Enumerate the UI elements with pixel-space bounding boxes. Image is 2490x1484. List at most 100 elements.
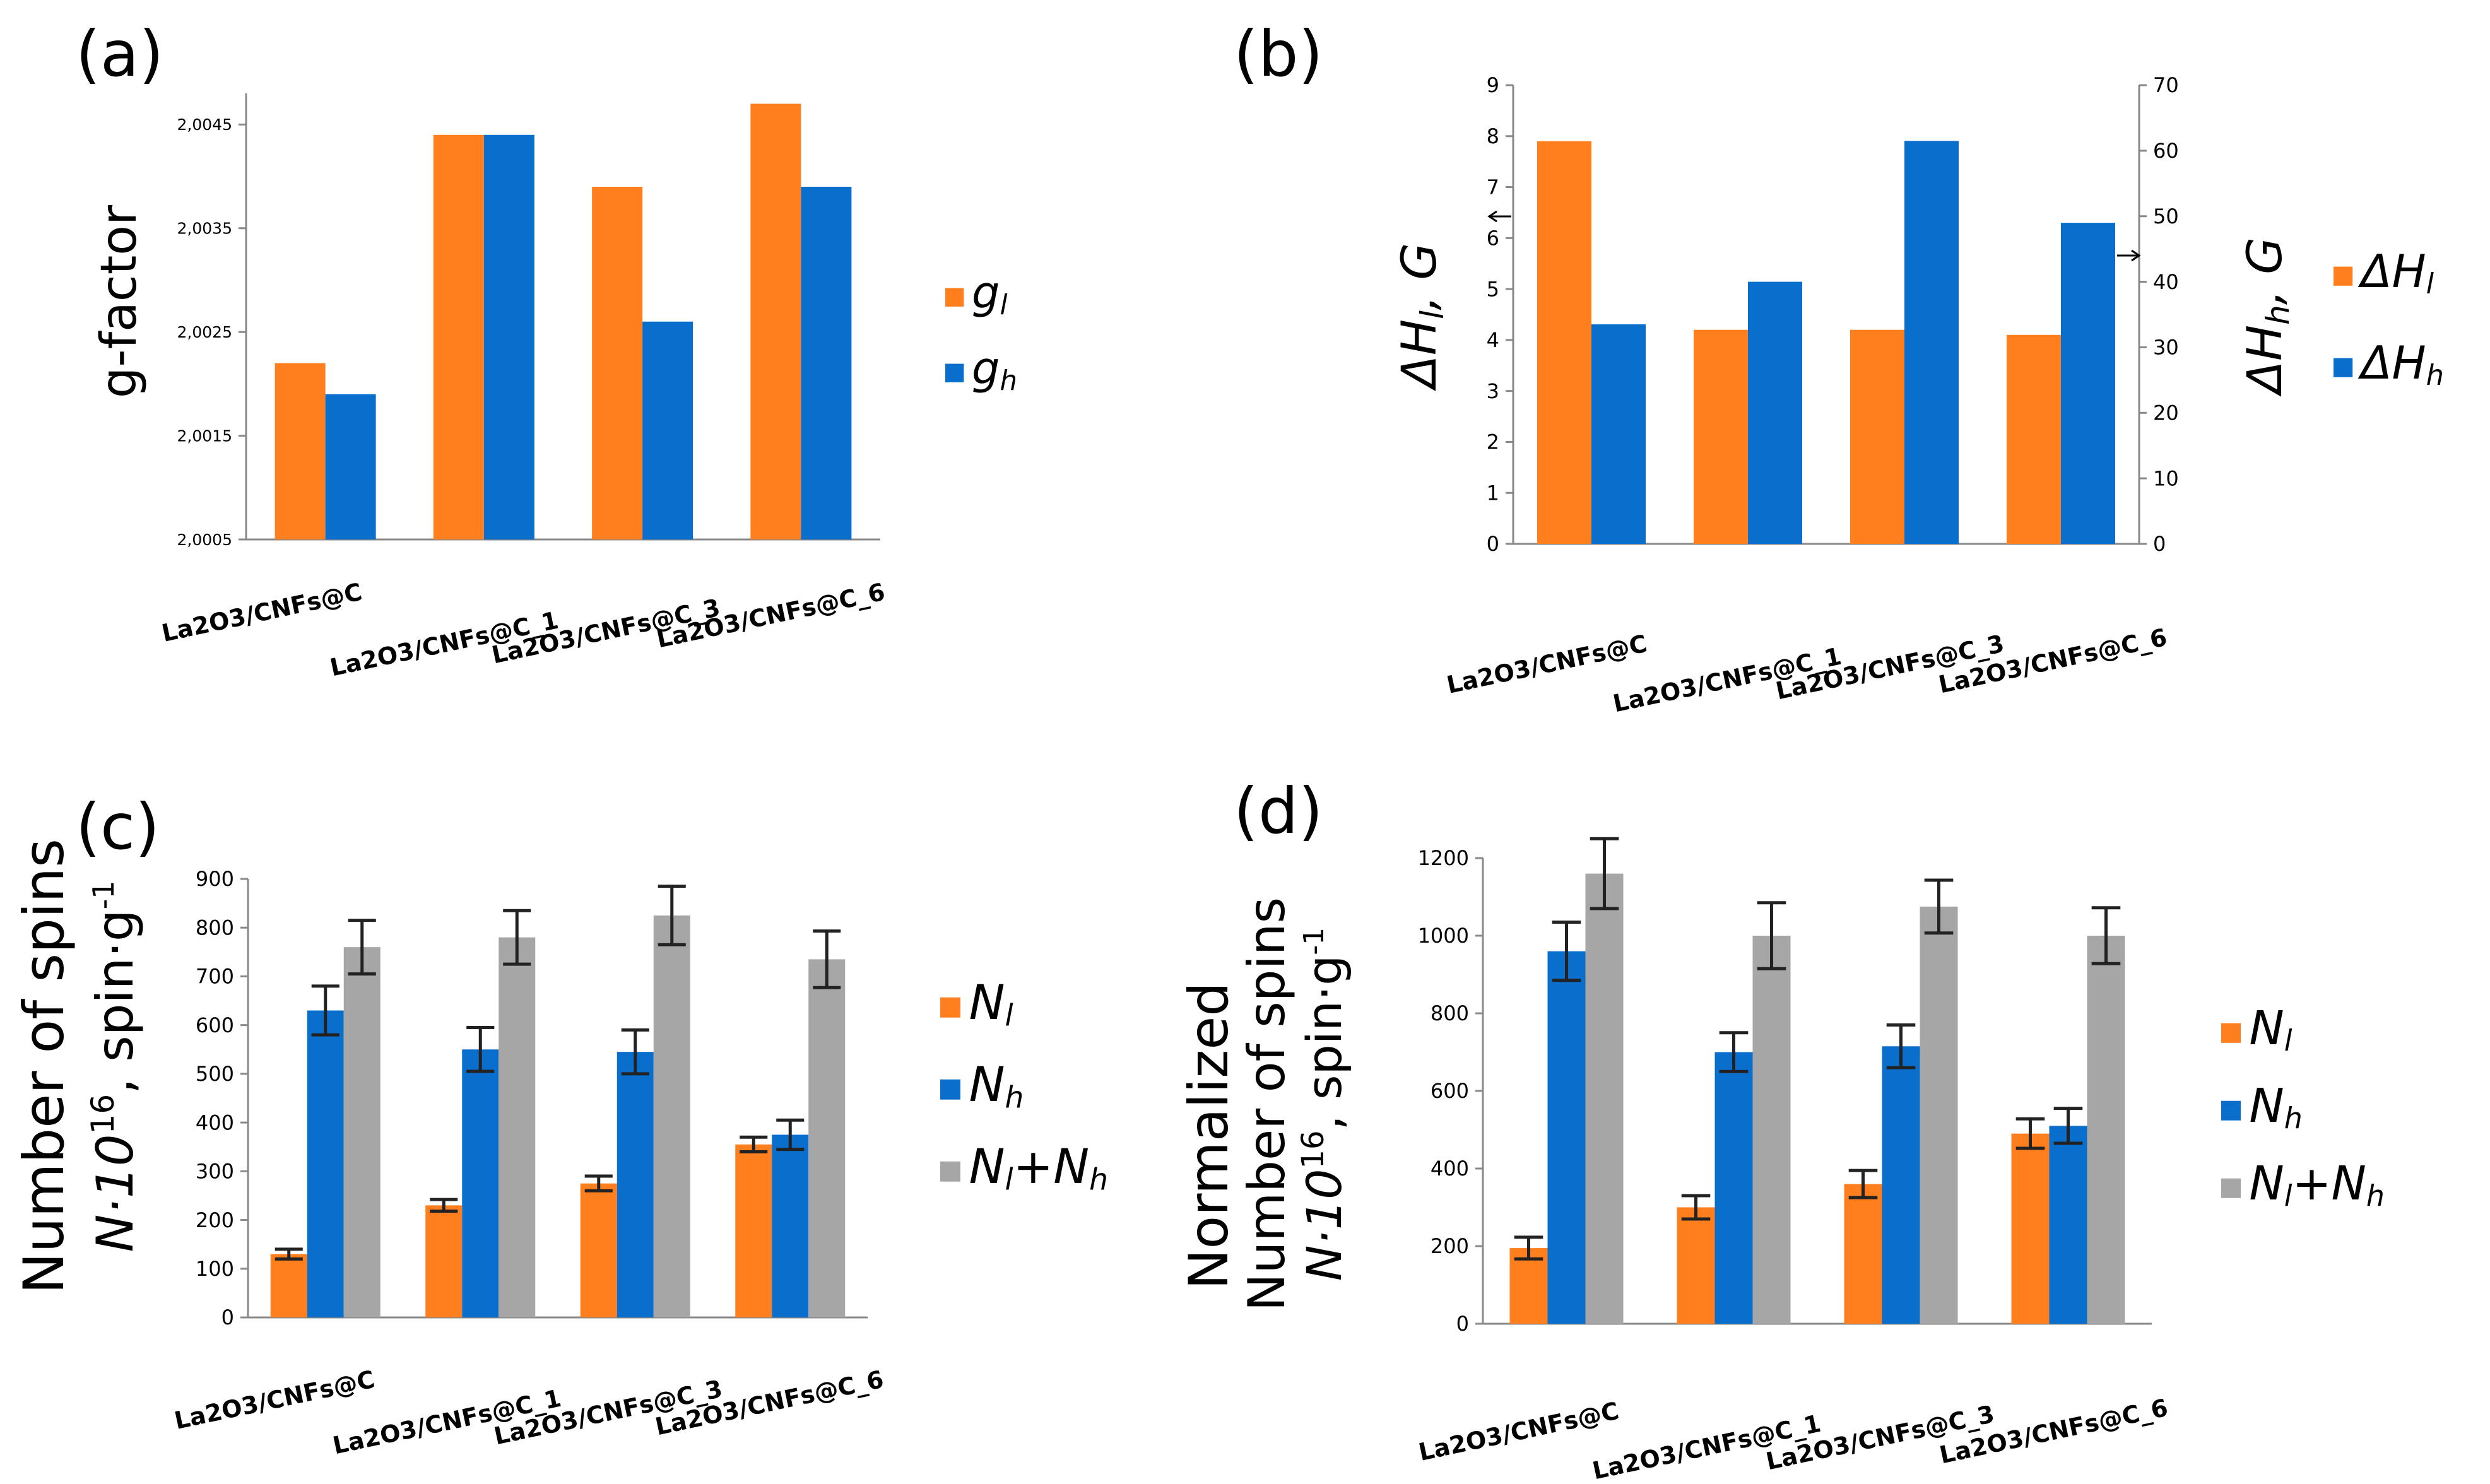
bar-Nh-0: [1547, 951, 1586, 1324]
bar-Nh-2: [1882, 1046, 1920, 1324]
panel-label-c: (c): [76, 790, 160, 864]
bar-ΔHl-0: [1537, 141, 1591, 544]
panel-label-a: (a): [76, 17, 163, 91]
bar-Nh-0: [307, 1010, 344, 1317]
y-tick-label: 5: [1487, 277, 1499, 301]
arrow-left-axis-head-icon: [1487, 210, 1497, 223]
y-tick-label: 6: [1487, 227, 1499, 250]
legend-item-1-swatch: [945, 363, 964, 382]
bar-Nl+Nh-2: [1920, 906, 1958, 1324]
y-tick-label: 600: [196, 1013, 234, 1037]
legend-item-2-label: Nl+Nh: [969, 1138, 1108, 1198]
y-axis-title-c-line2: N·1016, spin·g-1: [85, 880, 145, 1252]
bar-Nl-0: [270, 1254, 307, 1317]
y-tick-label: 1200: [1418, 846, 1469, 870]
y-tick-label: 2,0005: [177, 531, 232, 549]
y-tick-label: 800: [1431, 1001, 1469, 1025]
bar-Nl+Nh-1: [1752, 936, 1791, 1324]
y-tick-label: 300: [196, 1160, 234, 1184]
y-axis-title-b-left: ΔHl, G: [1391, 243, 1451, 391]
chart-panel-d: 020040060080010001200La2O3/CNFs@CLa2O3/C…: [1416, 837, 2385, 1484]
y-tick-label: 800: [196, 916, 234, 939]
legend-item-1-label: Nh: [2249, 1079, 2302, 1135]
y-tick-label: 200: [1431, 1234, 1469, 1258]
legend-item-0-label: Nl: [2249, 1001, 2292, 1057]
y-tick-label: 2,0015: [177, 427, 232, 445]
legend-item-0-swatch: [940, 997, 960, 1018]
bar-gh-0: [325, 394, 376, 539]
y-tick-label: 2,0025: [177, 323, 232, 341]
bar-Nl-2: [580, 1183, 617, 1317]
y-tick-label: 0: [1487, 532, 1499, 556]
bar-ΔHl-2: [1850, 329, 1904, 544]
y-tick-label: 2,0035: [177, 219, 232, 237]
y-right-tick-label: 70: [2153, 73, 2179, 97]
y-axis-title-d-line2: Number of spins: [1237, 897, 1296, 1311]
y-right-tick-label: 40: [2153, 270, 2179, 294]
bar-ΔHh-2: [1904, 141, 1959, 544]
chart-panel-c: 0 100 200 300 400 500 600 700 800 900 La2O3/CNFs@C…: [172, 867, 1107, 1459]
bar-ΔHh-1: [1748, 281, 1802, 544]
y-tick-label: 7: [1487, 175, 1499, 199]
bar-Nl+Nh-3: [2087, 936, 2125, 1324]
chart-panel-a: 2,0005 2,0015 2,0025 2,0035 2,0045 La2O3/CNFs…: [159, 93, 1017, 681]
y-right-tick-label: 60: [2153, 139, 2179, 163]
legend-item-0-swatch: [2221, 1023, 2241, 1043]
bar-Nl-1: [1677, 1207, 1715, 1324]
y-tick-label: 700: [196, 965, 234, 989]
bar-Nl-0: [1509, 1248, 1548, 1324]
bar-Nl-3: [735, 1144, 772, 1317]
y-tick-label: 200: [196, 1208, 234, 1232]
bar-Nl+Nh-2: [653, 915, 690, 1317]
y-tick-label: 100: [196, 1257, 234, 1281]
x-category-label: La2O3/CNFs@C: [172, 1365, 377, 1435]
bar-Nl-2: [1844, 1184, 1882, 1324]
y-tick-label: 9: [1487, 73, 1499, 97]
y-tick-label: 400: [1431, 1157, 1469, 1181]
y-tick-label: 0: [221, 1305, 234, 1329]
y-tick-label: 500: [196, 1062, 234, 1086]
bar-Nl-1: [425, 1205, 463, 1317]
legend-item-2-label: Nl+Nh: [2249, 1157, 2385, 1213]
y-right-tick-label: 20: [2153, 401, 2179, 425]
panel-label-b: (b): [1234, 17, 1323, 91]
bar-gh-1: [483, 134, 534, 539]
bar-Nl+Nh-1: [499, 937, 536, 1317]
bar-Nh-3: [772, 1134, 809, 1317]
bar-gh-3: [801, 186, 852, 539]
legend-item-0-label: Nl: [969, 974, 1013, 1034]
y-tick-label: 1000: [1418, 924, 1469, 948]
y-axis-title-d-line1: Normalized: [1177, 982, 1241, 1290]
y-axis-title-c-line1: Number of spins: [11, 839, 76, 1294]
legend-item-2-swatch: [2221, 1178, 2241, 1198]
bar-gl-2: [592, 186, 643, 539]
legend-item-1-label: Nh: [969, 1056, 1024, 1116]
legend-item-1-swatch: [2221, 1100, 2241, 1121]
y-axis-title-b-right: ΔHh, G: [2236, 237, 2296, 397]
y-right-tick-label: 0: [2153, 532, 2166, 556]
bar-ΔHh-0: [1591, 324, 1646, 544]
y-right-tick-label: 50: [2153, 204, 2179, 228]
bar-Nl+Nh-0: [343, 947, 381, 1317]
bar-Nl+Nh-3: [808, 959, 846, 1317]
y-axis-title-d-line3: N·1016, spin·g-1: [1295, 928, 1352, 1281]
x-category-label: La2O3/CNFs@C: [159, 578, 364, 647]
legend-item-1-label: ΔHh: [2357, 336, 2444, 392]
bar-Nh-3: [2049, 1126, 2087, 1324]
legend-item-1-label: gh: [972, 343, 1017, 397]
legend-item-0-swatch: [2334, 266, 2353, 286]
bar-Nl+Nh-0: [1585, 873, 1624, 1324]
y-right-tick-label: 30: [2153, 336, 2179, 360]
legend-item-0-label: gl: [972, 267, 1008, 321]
arrow-right-axis-head-icon: [2131, 249, 2141, 262]
y-tick-label: 0: [1456, 1312, 1469, 1336]
y-tick-label: 600: [1431, 1079, 1469, 1103]
y-tick-label: 4: [1487, 328, 1499, 352]
y-tick-label: 8: [1487, 124, 1499, 148]
bar-gl-0: [274, 363, 326, 539]
y-axis-title-a: g-factor: [91, 204, 148, 398]
x-category-label: La2O3/CNFs@C: [1416, 1397, 1621, 1466]
bar-Nh-1: [1714, 1052, 1753, 1324]
legend-item-0-swatch: [945, 288, 964, 307]
